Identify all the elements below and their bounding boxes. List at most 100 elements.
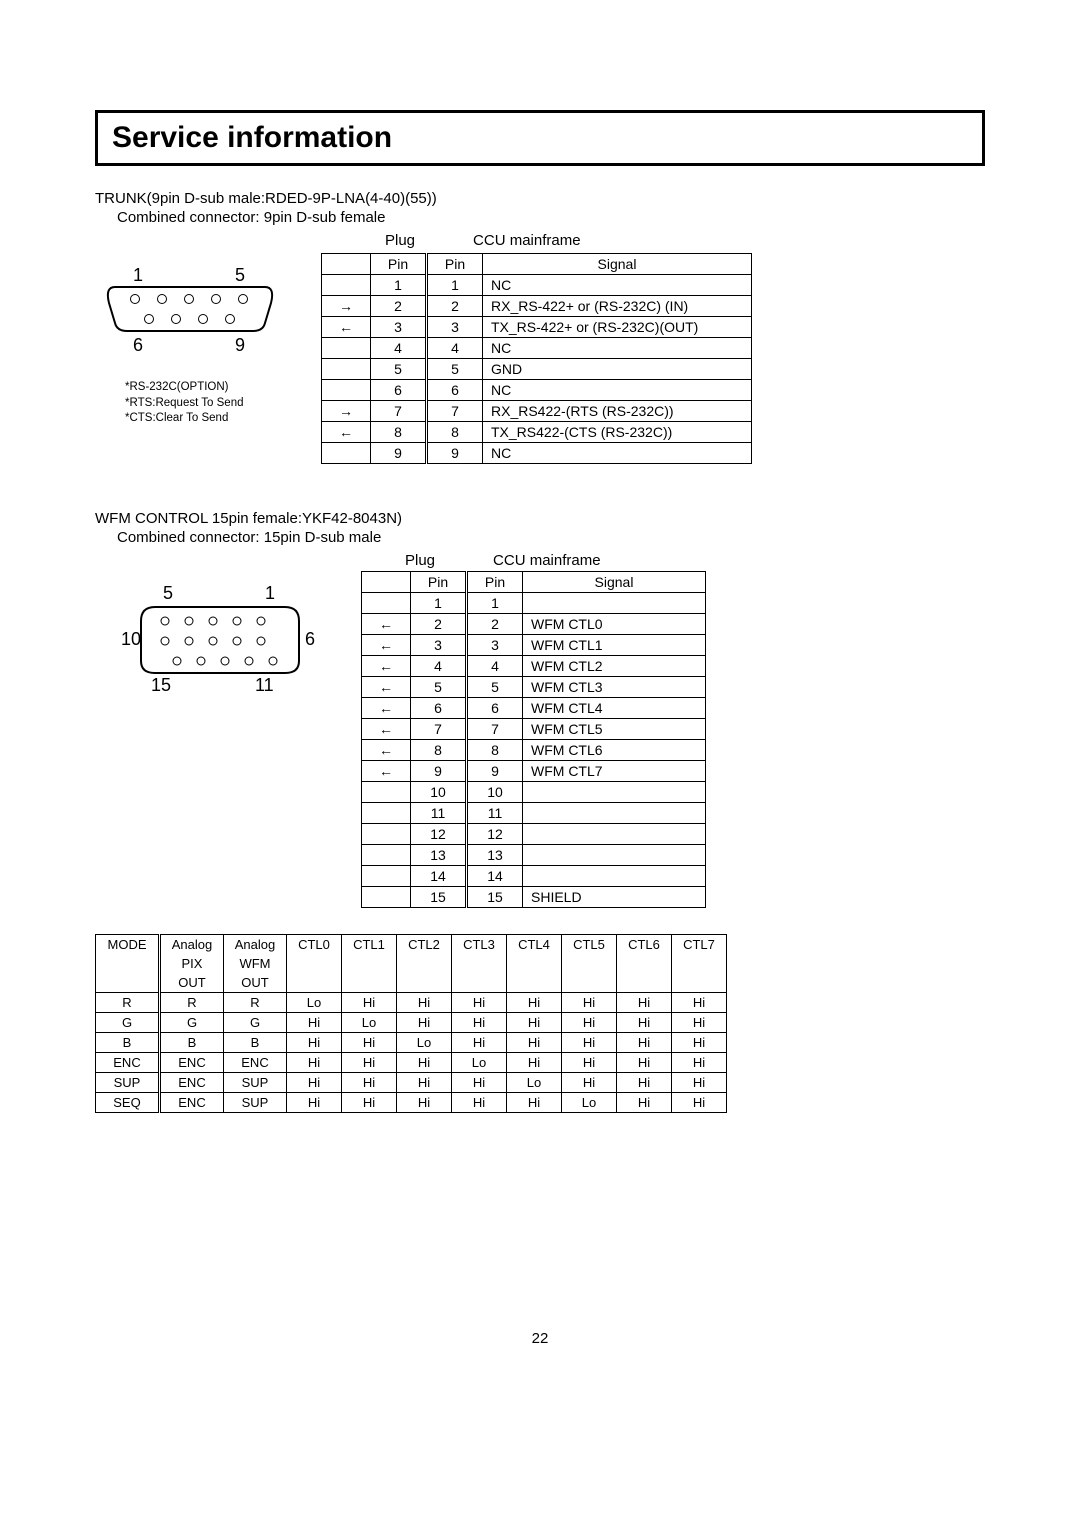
mode-cell: OUT bbox=[160, 973, 224, 993]
dir-cell bbox=[362, 824, 411, 845]
pin-cell: 7 bbox=[427, 401, 483, 422]
trunk-subheading: Combined connector: 9pin D-sub female bbox=[117, 209, 985, 226]
wfm-section: WFM CONTROL 15pin female:YKF42-8043N) Co… bbox=[95, 510, 985, 1113]
mode-cell: ENC bbox=[160, 1073, 224, 1093]
pin-cell: 6 bbox=[371, 380, 427, 401]
table-row: ←88TX_RS422-(CTS (RS-232C)) bbox=[322, 422, 752, 443]
pin-cell: 9 bbox=[427, 443, 483, 464]
table-row: 1414 bbox=[362, 866, 706, 887]
dir-cell: ← bbox=[362, 677, 411, 698]
dir-cell bbox=[362, 782, 411, 803]
signal-cell bbox=[523, 866, 706, 887]
signal-cell bbox=[523, 593, 706, 614]
table-row: 1313 bbox=[362, 845, 706, 866]
pin-header: Pin bbox=[427, 254, 483, 275]
mainframe-label: CCU mainframe bbox=[493, 552, 601, 569]
mode-cell: Hi bbox=[452, 1033, 507, 1053]
mode-cell: Hi bbox=[562, 993, 617, 1013]
table-row: 1111 bbox=[362, 803, 706, 824]
svg-text:11: 11 bbox=[255, 675, 274, 695]
pin-cell: 1 bbox=[427, 275, 483, 296]
dir-cell: ← bbox=[362, 656, 411, 677]
pin-cell: 8 bbox=[411, 740, 467, 761]
db9-connector-icon: 1 5 6 9 bbox=[95, 253, 285, 363]
svg-text:6: 6 bbox=[305, 629, 315, 649]
pin-cell: 3 bbox=[467, 635, 523, 656]
pin-cell: 4 bbox=[371, 338, 427, 359]
pin-cell: 9 bbox=[467, 761, 523, 782]
pin-cell: 6 bbox=[427, 380, 483, 401]
pin-header: Pin bbox=[467, 572, 523, 593]
table-row: 1515SHIELD bbox=[362, 887, 706, 908]
mode-cell bbox=[287, 954, 342, 973]
mode-cell: Lo bbox=[342, 1013, 397, 1033]
table-row: →22RX_RS-422+ or (RS-232C) (IN) bbox=[322, 296, 752, 317]
pin-cell: 7 bbox=[411, 719, 467, 740]
db15-connector-icon: 5 1 10 6 15 11 bbox=[95, 571, 345, 711]
mode-cell bbox=[562, 973, 617, 993]
mode-cell: Hi bbox=[287, 1053, 342, 1073]
mode-cell: CTL6 bbox=[617, 935, 672, 955]
table-row: ←77WFM CTL5 bbox=[362, 719, 706, 740]
pin-cell: 11 bbox=[467, 803, 523, 824]
pin-cell: 6 bbox=[411, 698, 467, 719]
table-row: 66NC bbox=[322, 380, 752, 401]
mode-cell bbox=[617, 973, 672, 993]
mode-cell: Lo bbox=[397, 1033, 452, 1053]
pin-cell: 8 bbox=[427, 422, 483, 443]
mode-cell: Hi bbox=[507, 1013, 562, 1033]
signal-cell: WFM CTL5 bbox=[523, 719, 706, 740]
mode-cell: Hi bbox=[617, 993, 672, 1013]
pin-cell: 5 bbox=[427, 359, 483, 380]
signal-cell: TX_RS422-(CTS (RS-232C)) bbox=[483, 422, 752, 443]
dir-cell: ← bbox=[322, 422, 371, 443]
dir-cell: ← bbox=[362, 761, 411, 782]
pin-cell: 12 bbox=[467, 824, 523, 845]
pin-cell: 12 bbox=[411, 824, 467, 845]
mode-cell: CTL0 bbox=[287, 935, 342, 955]
service-info-page: Service information TRUNK(9pin D-sub mal… bbox=[0, 0, 1080, 1527]
signal-cell: WFM CTL2 bbox=[523, 656, 706, 677]
mode-cell bbox=[342, 973, 397, 993]
mode-cell: Hi bbox=[452, 1073, 507, 1093]
mode-cell: Hi bbox=[672, 1053, 727, 1073]
mode-cell: Hi bbox=[452, 993, 507, 1013]
signal-cell: NC bbox=[483, 275, 752, 296]
dir-cell: ← bbox=[362, 614, 411, 635]
signal-cell: RX_RS422-(RTS (RS-232C)) bbox=[483, 401, 752, 422]
svg-text:15: 15 bbox=[151, 675, 171, 695]
mode-cell: Hi bbox=[397, 1073, 452, 1093]
pin-cell: 14 bbox=[467, 866, 523, 887]
dir-cell bbox=[362, 593, 411, 614]
trunk-column-labels: Plug CCU mainframe bbox=[385, 232, 985, 249]
mode-cell: Hi bbox=[562, 1053, 617, 1073]
dir-cell bbox=[322, 380, 371, 401]
table-header-row: OUTOUT bbox=[96, 973, 727, 993]
mode-cell: Lo bbox=[562, 1093, 617, 1113]
table-row: SUPENCSUPHiHiHiHiLoHiHiHi bbox=[96, 1073, 727, 1093]
wfm-connector-diagram: 5 1 10 6 15 11 bbox=[95, 571, 345, 714]
plug-label: Plug bbox=[405, 552, 435, 569]
mode-cell: Hi bbox=[672, 993, 727, 1013]
signal-header: Signal bbox=[523, 572, 706, 593]
mode-cell: SUP bbox=[224, 1093, 287, 1113]
mode-cell: MODE bbox=[96, 935, 160, 955]
table-row: ←66WFM CTL4 bbox=[362, 698, 706, 719]
dir-cell: ← bbox=[362, 635, 411, 656]
signal-cell: WFM CTL6 bbox=[523, 740, 706, 761]
mode-cell bbox=[342, 954, 397, 973]
mode-cell bbox=[96, 954, 160, 973]
mode-cell: ENC bbox=[224, 1053, 287, 1073]
mode-cell: Hi bbox=[287, 1093, 342, 1113]
signal-header: Signal bbox=[483, 254, 752, 275]
pin-cell: 5 bbox=[411, 677, 467, 698]
mode-cell bbox=[672, 973, 727, 993]
signal-cell bbox=[523, 845, 706, 866]
mode-cell: ENC bbox=[160, 1053, 224, 1073]
signal-cell: NC bbox=[483, 338, 752, 359]
mode-cell: SUP bbox=[96, 1073, 160, 1093]
mode-cell: CTL2 bbox=[397, 935, 452, 955]
dir-cell: ← bbox=[362, 719, 411, 740]
mode-cell: R bbox=[160, 993, 224, 1013]
mode-cell: CTL3 bbox=[452, 935, 507, 955]
